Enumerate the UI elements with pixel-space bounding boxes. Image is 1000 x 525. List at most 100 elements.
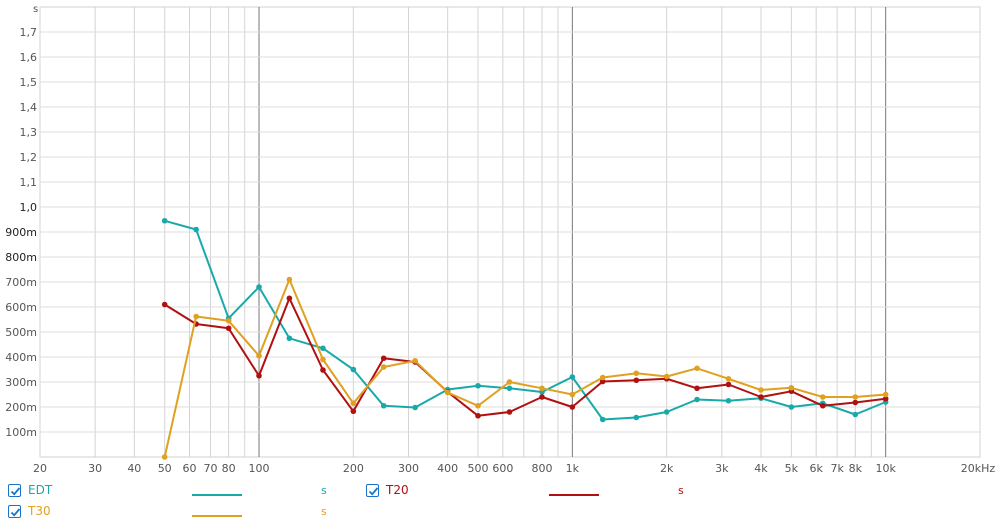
y-tick-label: 500m [5, 326, 37, 339]
data-point-t20 [475, 412, 481, 419]
data-point-t20 [256, 372, 262, 379]
y-tick-label: 1,1 [20, 176, 38, 189]
data-point-edt [663, 409, 670, 415]
series-layer [161, 217, 889, 460]
data-point-edt [161, 217, 168, 224]
data-point-t20 [350, 408, 357, 415]
y-tick-label: 100m [5, 426, 37, 439]
x-tick-label: 60 [182, 462, 196, 475]
data-point-t30 [412, 357, 418, 364]
legend-unit-t20: s [678, 484, 684, 497]
axes: 100m 200m 300m 400m 500m 600m 700m 800m 900m 1,0 1… [5, 26, 995, 475]
data-point-edt [475, 382, 481, 389]
data-point-edt [350, 366, 357, 373]
data-point-t30 [475, 402, 481, 409]
data-point-t20 [286, 295, 293, 302]
x-tick-label: 20 [33, 462, 47, 475]
data-point-t20 [852, 399, 859, 406]
legend-item-t20[interactable]: T20 s [366, 483, 696, 504]
data-point-t20 [633, 377, 640, 384]
data-point-edt [193, 226, 199, 233]
x-tick-label: 5k [785, 462, 799, 475]
y-tick-label: 800m [5, 251, 37, 264]
data-point-edt [286, 335, 293, 342]
x-tick-label: 30 [88, 462, 102, 475]
legend-item-edt[interactable]: EDT s [8, 483, 338, 504]
data-point-t20 [506, 409, 513, 415]
data-point-t30 [663, 373, 670, 380]
data-point-t30 [320, 356, 326, 363]
legend-label-t30: T30 [28, 504, 51, 518]
series-line-t30 [163, 278, 886, 458]
data-point-t30 [788, 384, 795, 391]
data-point-t20 [758, 394, 764, 400]
y-tick-label: 600m [5, 301, 37, 314]
data-point-edt [599, 416, 606, 423]
x-tick-label: 800 [531, 462, 552, 475]
y-tick-label: 1,7 [20, 26, 38, 39]
data-point-edt [788, 404, 795, 410]
legend-label-t20: T20 [386, 483, 409, 497]
data-point-t30 [256, 352, 262, 359]
data-point-t20 [599, 378, 606, 385]
data-point-t30 [758, 387, 764, 393]
data-point-t30 [633, 370, 640, 377]
data-point-edt [256, 284, 262, 290]
data-point-t30 [599, 374, 606, 381]
x-tick-label: 10k [875, 462, 896, 475]
data-point-edt [852, 411, 859, 418]
data-point-t20 [539, 394, 545, 400]
data-point-t30 [569, 391, 576, 398]
series-line-edt [164, 219, 887, 421]
data-point-t30 [193, 313, 199, 320]
data-point-t30 [161, 454, 168, 460]
series-line-t20 [164, 297, 886, 417]
x-tick-label: 400 [437, 462, 458, 475]
x-tick-label: 70 [203, 462, 217, 475]
t30-checkbox[interactable] [8, 505, 21, 518]
legend: EDT s T20 s T30 s [0, 480, 1000, 524]
y-tick-label: 700m [5, 276, 37, 289]
data-point-edt [725, 397, 732, 404]
checkmark-icon [368, 487, 379, 496]
data-point-t20 [725, 381, 732, 388]
x-tick-label: 8k [849, 462, 863, 475]
x-tick-label: 4k [754, 462, 768, 475]
legend-item-t30[interactable]: T30 s [8, 504, 338, 525]
y-tick-label: 1,3 [20, 126, 38, 139]
checkmark-icon [10, 508, 21, 517]
data-point-t30 [350, 400, 357, 407]
x-tick-label: 600 [492, 462, 513, 475]
x-tick-label: 7k [830, 462, 844, 475]
x-tick-label: 100 [249, 462, 270, 475]
y-tick-label: 900m [5, 226, 37, 239]
data-point-t30 [694, 365, 700, 372]
data-point-edt [569, 374, 576, 380]
data-point-t30 [882, 391, 889, 398]
data-point-t30 [820, 394, 826, 400]
y-axis-unit: s [33, 4, 38, 15]
data-point-edt [412, 404, 418, 411]
t20-checkbox[interactable] [366, 484, 379, 497]
x-tick-label: 80 [222, 462, 236, 475]
x-tick-label: 3k [715, 462, 729, 475]
y-tick-label: 300m [5, 376, 37, 389]
data-point-t20 [882, 395, 889, 402]
y-tick-label: 1,0 [20, 201, 38, 214]
data-point-t30 [380, 364, 387, 370]
y-tick-label: 400m [5, 351, 37, 364]
data-point-t30 [539, 385, 545, 392]
data-point-t30 [225, 317, 232, 324]
y-tick-label: 1,5 [20, 76, 38, 89]
data-point-edt [633, 414, 640, 421]
data-point-t30 [444, 389, 451, 396]
legend-swatch-t30 [192, 515, 242, 517]
edt-checkbox[interactable] [8, 484, 21, 497]
data-point-t20 [569, 404, 576, 410]
data-point-t20 [694, 385, 700, 392]
data-point-edt [506, 385, 513, 392]
legend-swatch-edt [192, 494, 242, 496]
data-point-t30 [286, 276, 293, 283]
checkmark-icon [10, 487, 21, 496]
data-point-t30 [506, 379, 513, 385]
